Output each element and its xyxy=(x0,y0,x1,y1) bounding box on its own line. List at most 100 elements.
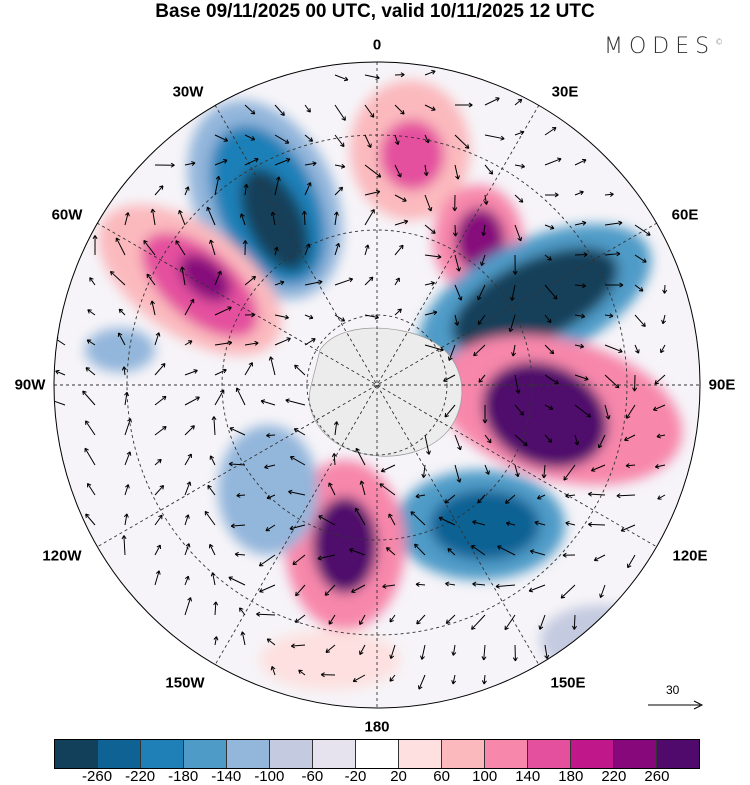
wind-arrow xyxy=(511,344,517,357)
wind-arrow xyxy=(230,523,246,529)
wind-arrow xyxy=(394,244,404,256)
wind-arrow xyxy=(304,182,312,196)
wind-arrow xyxy=(505,494,516,504)
wind-arrow xyxy=(184,396,200,406)
wind-arrow xyxy=(604,404,611,420)
wind-arrow xyxy=(334,242,341,256)
wind-arrow xyxy=(424,310,438,316)
wind-arrow xyxy=(228,461,246,467)
wind-arrow xyxy=(304,243,311,256)
wind-arrow xyxy=(55,369,66,376)
wind-arrow xyxy=(184,453,192,466)
wind-arrow xyxy=(634,254,647,263)
reference-vector xyxy=(648,700,704,710)
wind-arrow xyxy=(266,432,276,438)
wind-arrow xyxy=(512,254,518,275)
wind-arrow xyxy=(444,494,456,504)
wind-arrow xyxy=(544,254,552,261)
wind-arrow xyxy=(544,344,555,355)
wind-arrow xyxy=(317,554,336,561)
wind-arrow xyxy=(544,126,557,136)
wind-arrow xyxy=(273,246,279,256)
wind-arrow xyxy=(210,572,216,586)
wind-arrow xyxy=(124,212,130,226)
wind-arrow xyxy=(482,404,488,424)
wind-arrow xyxy=(364,134,372,148)
wind-arrow xyxy=(574,434,580,446)
wind-arrow xyxy=(270,666,276,676)
wind-arrow xyxy=(634,344,640,354)
wind-arrow xyxy=(268,356,276,376)
wind-arrow xyxy=(154,570,161,586)
wind-arrow xyxy=(328,482,336,496)
wind-arrow xyxy=(471,545,486,556)
wind-arrow xyxy=(274,157,291,166)
wind-arrow xyxy=(143,239,156,256)
wind-arrow xyxy=(495,583,516,589)
wind-arrow xyxy=(510,284,516,301)
wind-arrow xyxy=(484,164,494,175)
wind-arrow xyxy=(288,489,306,496)
wind-arrow xyxy=(121,535,127,556)
wind-arrow xyxy=(599,584,606,598)
wind-arrow xyxy=(529,549,546,556)
wind-arrow xyxy=(424,104,436,111)
wind-arrow xyxy=(324,584,336,596)
wind-arrow xyxy=(625,463,636,469)
wind-arrow xyxy=(454,284,463,301)
wind-arrow xyxy=(154,484,165,496)
wind-arrow xyxy=(604,374,620,389)
wind-arrow xyxy=(452,194,458,212)
wind-arrow xyxy=(481,644,487,661)
wind-arrow xyxy=(228,576,246,586)
wind-arrow xyxy=(355,447,366,466)
wind-arrow xyxy=(380,464,396,473)
lon-label: 90W xyxy=(14,376,46,394)
wind-arrow xyxy=(184,369,198,376)
wind-arrow xyxy=(514,464,520,478)
wind-arrow xyxy=(394,164,402,178)
wind-arrow xyxy=(389,614,396,623)
graticule xyxy=(54,62,700,708)
wind-arrow xyxy=(266,494,276,500)
wind-arrow xyxy=(184,340,193,346)
wind-arrow xyxy=(389,674,396,682)
wind-arrow xyxy=(334,134,345,148)
wind-arrow xyxy=(359,480,366,496)
colorbar-swatch xyxy=(141,740,184,768)
wind-arrow xyxy=(574,374,589,381)
wind-arrow xyxy=(652,404,666,412)
wind-arrow xyxy=(472,581,486,587)
wind-arrow xyxy=(124,391,130,406)
wind-arrow xyxy=(285,398,306,406)
colorbar-tick-label: 100 xyxy=(472,768,498,785)
modes-logo: MODES© xyxy=(604,34,724,59)
wind-arrow xyxy=(574,220,587,226)
wind-arrow xyxy=(154,162,175,168)
wind-arrow xyxy=(544,192,559,198)
wind-arrow xyxy=(213,601,219,616)
wind-arrow xyxy=(184,597,193,616)
wind-arrow xyxy=(239,607,246,616)
lon-label: 60W xyxy=(51,206,83,224)
wind-arrow xyxy=(660,344,666,354)
colorbar-tick-label: -60 xyxy=(301,768,324,785)
wind-arrow xyxy=(318,515,336,526)
wind-arrow xyxy=(472,520,486,526)
wind-arrow xyxy=(661,314,667,325)
wind-arrow xyxy=(626,404,636,419)
wind-arrow xyxy=(478,374,486,383)
wind-arrow xyxy=(544,644,550,660)
wind-arrow xyxy=(154,363,166,376)
wind-arrow xyxy=(514,130,525,136)
wind-arrow xyxy=(274,280,285,286)
wind-arrow xyxy=(424,254,442,260)
colorbar-swatch xyxy=(614,740,657,768)
wind-arrow xyxy=(298,669,306,676)
wind-arrow xyxy=(484,134,505,141)
colorbar-tick-label: -260 xyxy=(82,768,113,785)
wind-arrow xyxy=(454,102,473,108)
wind-arrow xyxy=(334,186,344,196)
wind-arrow xyxy=(154,426,167,436)
wind-arrow xyxy=(484,434,492,444)
